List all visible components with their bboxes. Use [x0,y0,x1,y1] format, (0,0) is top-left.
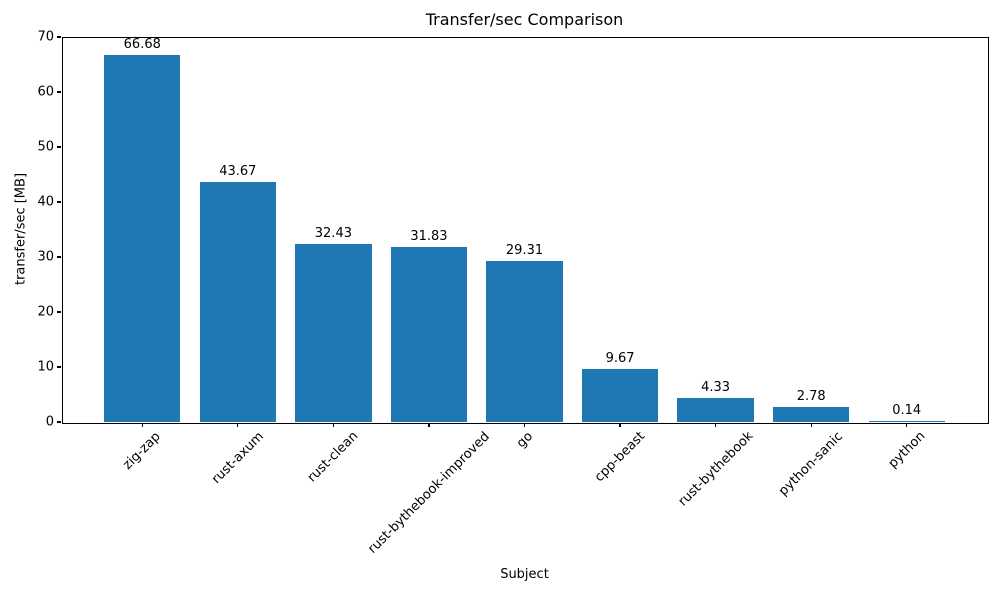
y-tick-label: 50 [37,139,54,155]
y-tick [57,201,61,203]
chart-title: Transfer/sec Comparison [425,10,624,29]
x-tick-label: cpp-beast [591,428,649,486]
x-tick [428,423,430,427]
x-tick-label: zig-zap [120,428,164,473]
bar-rust-bythebook [677,398,754,422]
x-tick-label: python [885,428,929,472]
y-tick-label: 10 [37,359,54,375]
bar-value-label: 4.33 [701,380,731,396]
y-tick-label: 70 [37,29,54,45]
bar-value-label: 43.67 [219,163,257,179]
y-tick [57,146,61,148]
x-tick [715,423,717,427]
bar-value-label: 0.14 [892,403,922,418]
y-tick-label: 60 [37,84,54,100]
bar-rust-bythebook-improved [390,246,468,422]
x-tick-label: go [513,428,536,451]
x-tick [523,423,526,427]
x-tick [332,423,334,427]
y-tick [57,36,61,38]
bar-cpp-beast [581,368,659,422]
y-tick [57,366,61,368]
bar-python [868,421,945,422]
y-tick-label: 40 [37,194,54,210]
bar-rust-axum [199,181,277,422]
bar-value-label: 66.68 [123,37,161,53]
x-tick [906,423,908,427]
bar-zig-zap [104,55,181,422]
y-axis-label: transfer/sec [MB] [13,172,29,286]
y-tick [57,91,61,93]
bar-value-label: 29.31 [505,242,544,258]
bar-value-label: 31.83 [410,228,448,244]
x-tick-label: rust-bythebook [675,428,756,510]
y-tick-label: 0 [45,414,54,430]
bar-python-sanic [772,406,850,422]
x-tick [619,423,621,427]
bar-value-label: 2.78 [796,388,826,404]
x-tick [237,423,239,427]
x-tick [810,423,812,427]
y-tick [57,311,61,313]
y-tick-label: 30 [37,249,54,265]
y-tick [57,256,61,258]
x-tick-label: rust-clean [305,428,362,486]
x-tick [141,423,143,427]
y-tick-label: 20 [37,304,54,320]
bar-rust-clean [295,243,372,422]
x-tick-label: rust-bythebook-improved [365,428,493,557]
x-axis-label: Subject [500,567,549,582]
bar-value-label: 32.43 [314,225,352,241]
bar-go [486,260,563,422]
y-tick [57,421,61,423]
x-tick-label: python-sanic [776,429,847,499]
bar-value-label: 9.67 [605,350,635,366]
x-tick-label: rust-axum [208,429,267,487]
